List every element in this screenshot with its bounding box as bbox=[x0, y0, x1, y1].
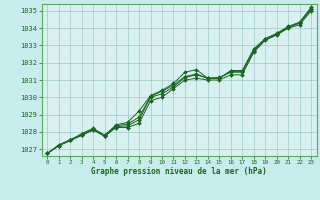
X-axis label: Graphe pression niveau de la mer (hPa): Graphe pression niveau de la mer (hPa) bbox=[91, 167, 267, 176]
